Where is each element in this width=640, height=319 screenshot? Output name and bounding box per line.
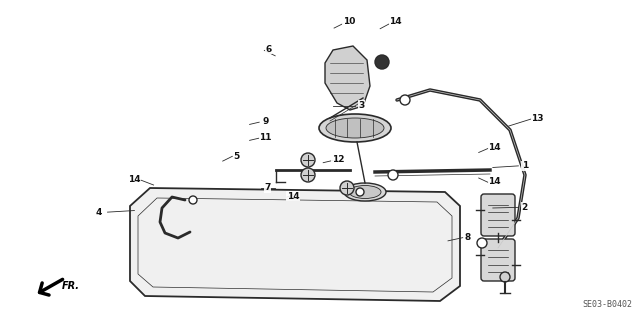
Text: FR.: FR. (62, 281, 80, 291)
Text: 14: 14 (128, 175, 141, 184)
Text: 9: 9 (262, 117, 269, 126)
Circle shape (375, 55, 389, 69)
Text: 12: 12 (332, 155, 344, 164)
Ellipse shape (319, 114, 391, 142)
FancyBboxPatch shape (481, 239, 515, 281)
Circle shape (340, 181, 354, 195)
Ellipse shape (326, 118, 384, 138)
Polygon shape (130, 188, 460, 301)
Text: 1: 1 (522, 161, 528, 170)
Circle shape (301, 153, 315, 167)
Text: 14: 14 (389, 17, 402, 26)
Text: SE03-B0402: SE03-B0402 (582, 300, 632, 309)
Circle shape (301, 168, 315, 182)
Text: 4: 4 (96, 208, 102, 217)
Circle shape (500, 272, 510, 282)
Text: 13: 13 (531, 114, 544, 122)
Ellipse shape (349, 186, 381, 198)
Text: 14: 14 (488, 177, 501, 186)
Circle shape (477, 238, 487, 248)
Text: 8: 8 (464, 233, 470, 242)
Text: 3: 3 (358, 101, 365, 110)
Text: 6: 6 (266, 45, 272, 54)
FancyBboxPatch shape (481, 194, 515, 236)
Text: 7: 7 (264, 183, 271, 192)
Ellipse shape (344, 183, 386, 201)
Text: 14: 14 (287, 192, 300, 201)
Polygon shape (325, 46, 370, 110)
Circle shape (400, 95, 410, 105)
Circle shape (388, 170, 398, 180)
Text: 11: 11 (259, 133, 272, 142)
Text: 10: 10 (342, 17, 355, 26)
Text: 5: 5 (234, 152, 240, 161)
Text: 2: 2 (522, 203, 528, 212)
Text: 14: 14 (488, 143, 501, 152)
Circle shape (189, 196, 197, 204)
Circle shape (356, 188, 364, 196)
